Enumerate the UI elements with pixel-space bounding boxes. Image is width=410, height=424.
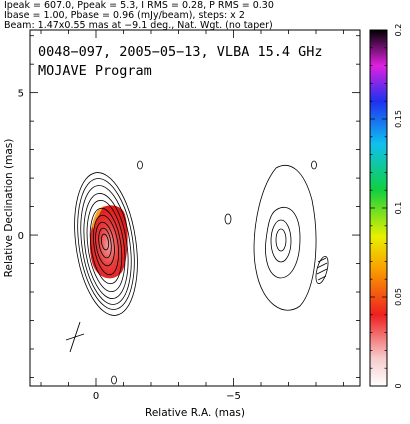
x-tick-labels: 0 −5 (93, 391, 241, 402)
colorbar: 0 0.05 0.1 0.15 0.2 (369, 24, 403, 389)
core-contour-8 (95, 221, 115, 267)
x-tick-label: −5 (226, 391, 241, 402)
jet-contour-3 (270, 219, 292, 263)
colorbar-labels: 0 0.05 0.1 0.15 0.2 (394, 24, 403, 389)
y-tick-label: 0 (18, 231, 24, 242)
y-axis-label: Relative Declination (mas) (3, 139, 15, 278)
jet-contour-1 (253, 164, 317, 311)
core-contour-1 (74, 172, 138, 316)
colorbar-ticks (370, 29, 387, 387)
core-contour-7 (93, 214, 119, 276)
colorbar-label: 0.15 (394, 110, 403, 128)
axes-ticks (30, 30, 360, 386)
jet-contour-4 (275, 228, 287, 252)
x-axis-label: Relative R.A. (mas) (145, 407, 245, 419)
core-component (74, 172, 138, 316)
hatched-blob-outline (315, 256, 329, 284)
core-contour-5 (86, 199, 126, 293)
core-contour-2 (77, 178, 135, 310)
core-contour-9 (98, 227, 112, 259)
hatched-blob (315, 256, 329, 284)
colorbar-label: 0.05 (394, 288, 403, 306)
core-contour-4 (83, 193, 129, 299)
core-contour-10 (100, 233, 110, 251)
small-contour-c (311, 160, 317, 170)
contour-map (65, 160, 329, 385)
colorbar-label: 0 (394, 383, 403, 388)
small-contour-d (111, 375, 117, 385)
y-tick-label: 5 (18, 89, 24, 100)
x-tick-label: 0 (93, 391, 99, 402)
header-line-2: Ibase = 1.00, Pbase = 0.96 (mJy/beam), s… (4, 10, 245, 21)
header-line-1: Ipeak = 607.0, Ppeak = 5.3, I RMS = 0.28… (4, 0, 274, 11)
colorbar-label: 0.1 (394, 202, 403, 215)
small-contour-b (224, 213, 232, 225)
jet-component (253, 164, 317, 311)
plot-title-line-1: 0048−097, 2005−05−13, VLBA 15.4 GHz (38, 44, 322, 60)
core-contour-3 (80, 185, 132, 305)
beam-marker (65, 321, 85, 353)
core-contour-6 (89, 207, 123, 285)
colorbar-label: 0.2 (394, 24, 403, 37)
jet-contour-2 (265, 206, 301, 279)
plot-frame (29, 29, 361, 387)
plot-title-line-2: MOJAVE Program (38, 63, 152, 79)
header-line-3: Beam: 1.47x0.55 mas at −9.1 deg., Nat. W… (4, 20, 273, 31)
small-contour-a (137, 160, 143, 170)
y-tick-labels: 05 (18, 89, 24, 242)
